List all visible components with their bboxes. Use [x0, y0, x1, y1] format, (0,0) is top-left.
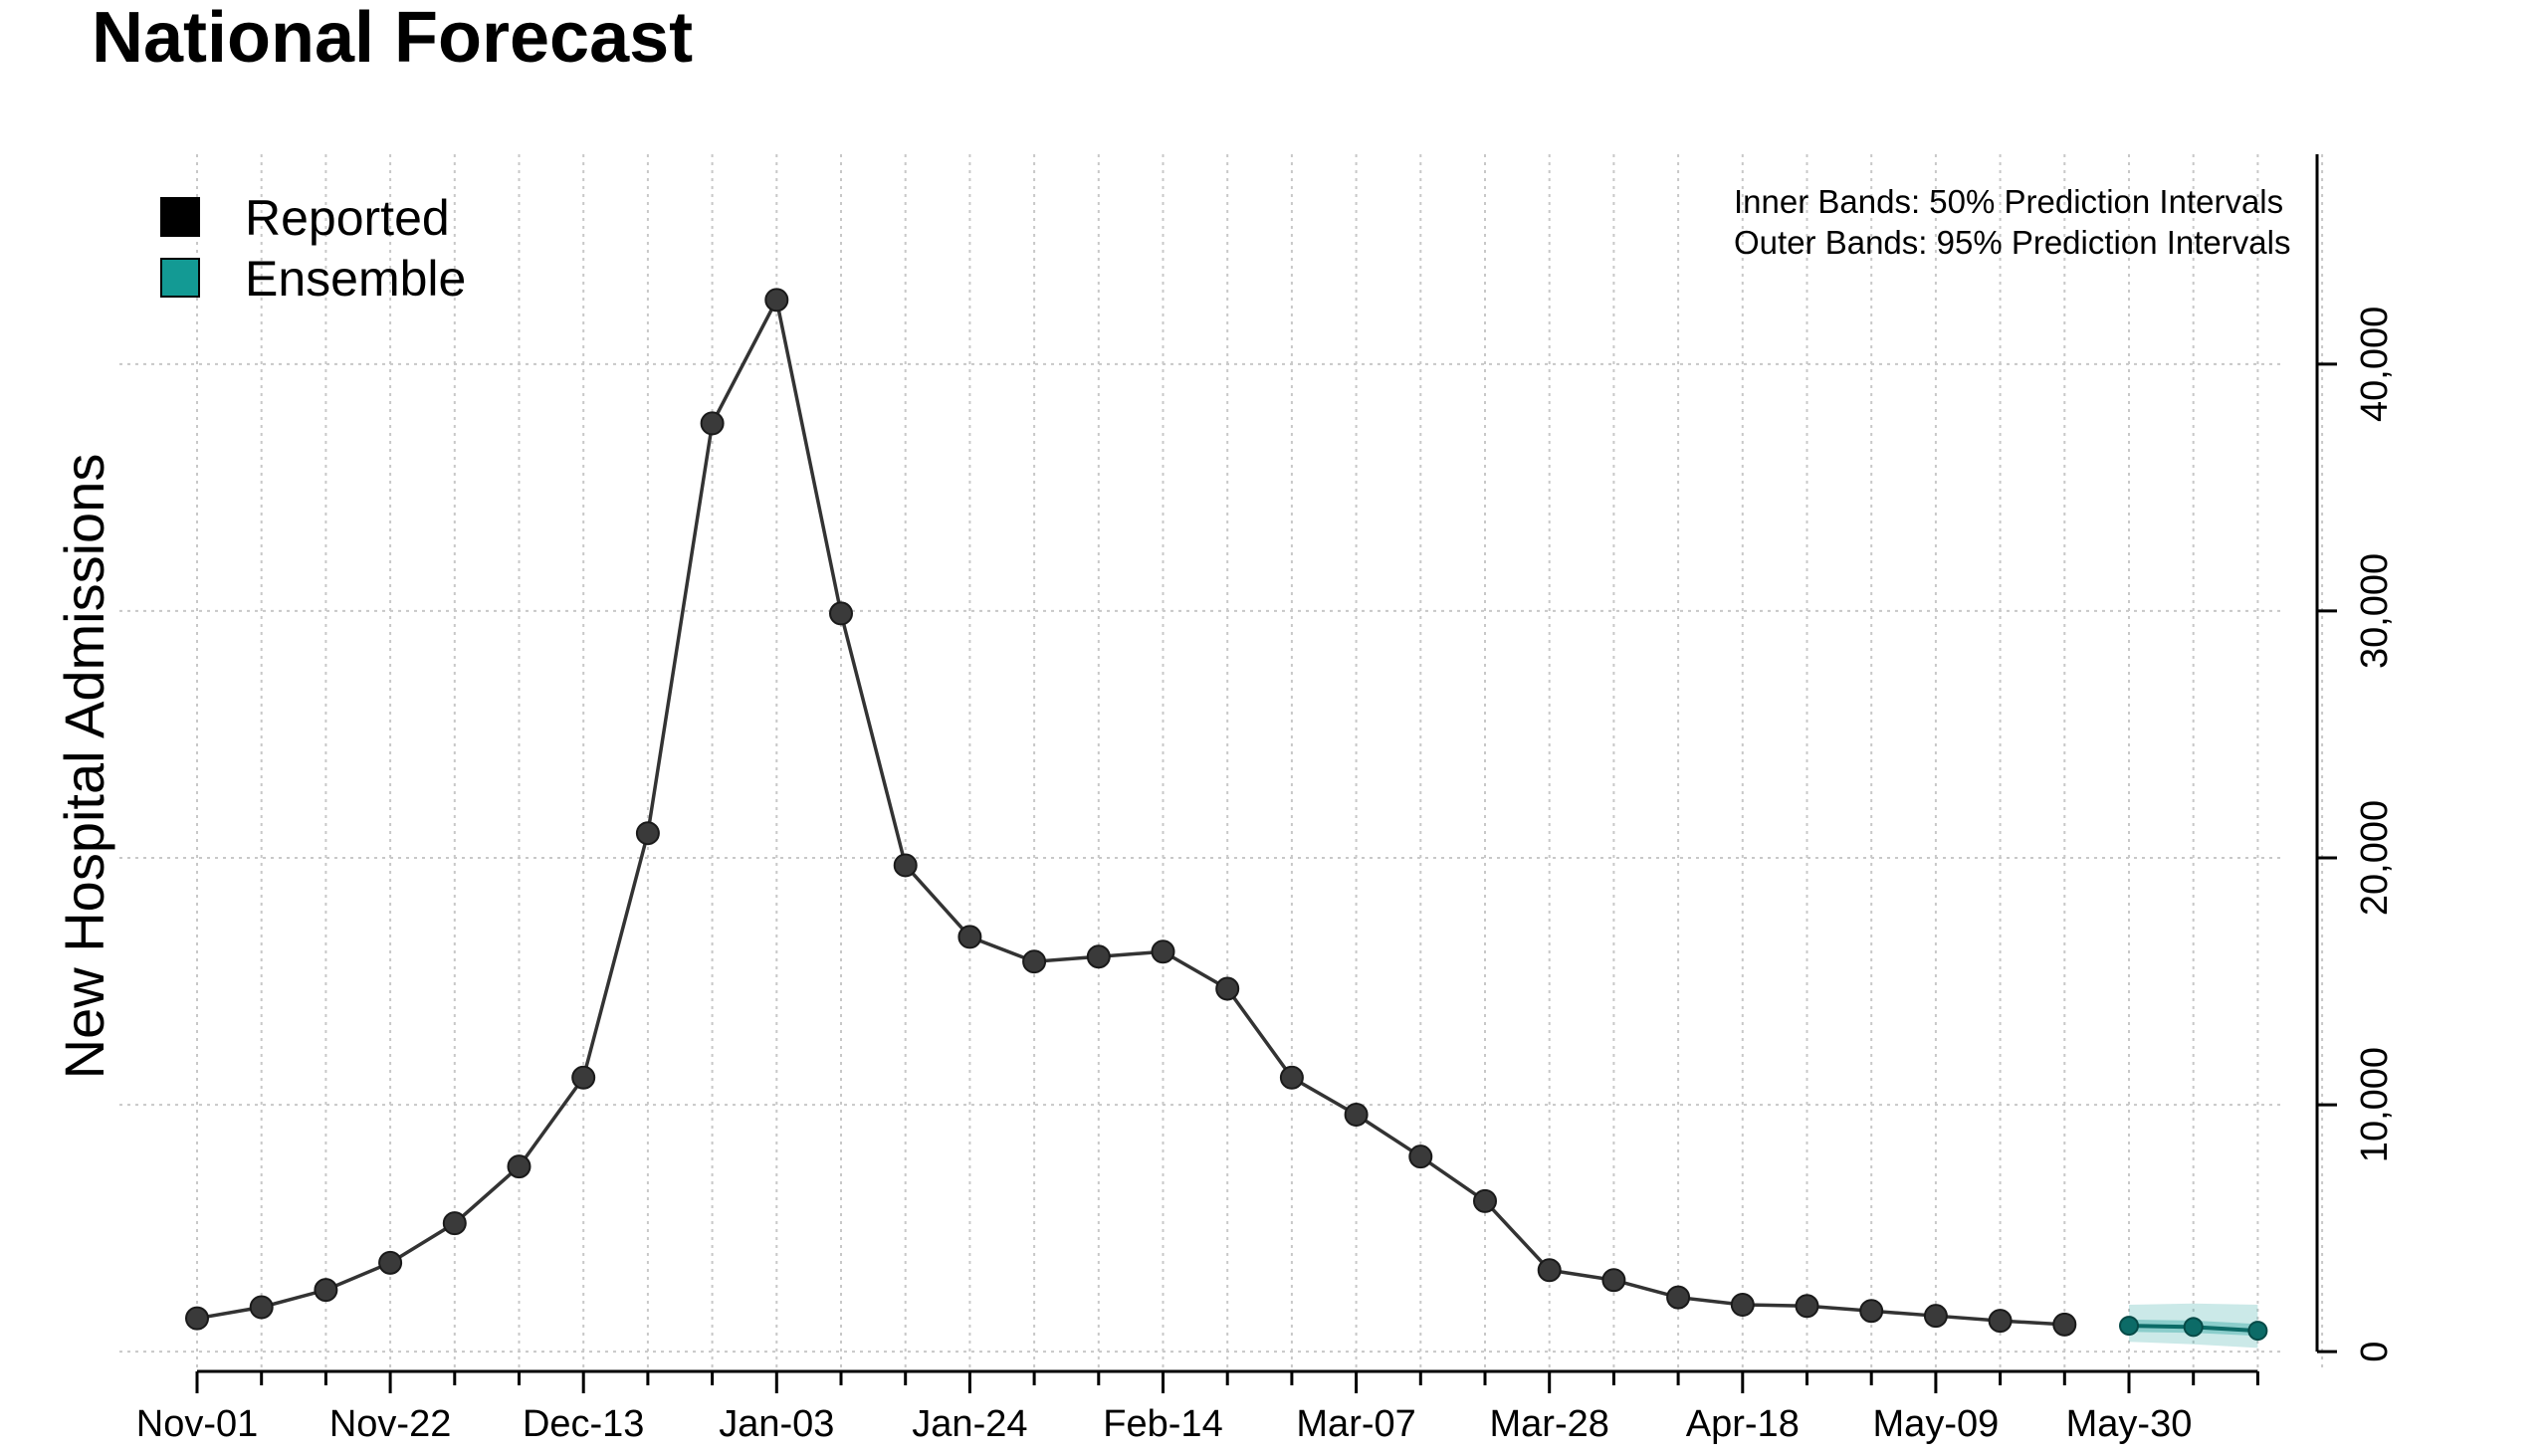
reported-point	[1151, 939, 1175, 964]
reported-point	[507, 1154, 531, 1179]
x-tick-label: Nov-22	[329, 1403, 452, 1445]
legend-swatch-reported	[160, 197, 200, 237]
reported-point	[249, 1295, 274, 1320]
reported-point	[1344, 1103, 1369, 1128]
reported-point	[1795, 1294, 1819, 1319]
reported-point	[1022, 949, 1047, 974]
x-tick-label: Feb-14	[1103, 1403, 1222, 1445]
reported-point	[1473, 1188, 1497, 1213]
reported-point	[1988, 1309, 2013, 1334]
y-axis-ticks: 0 10,000 20,000 30,000 40,000	[2317, 307, 2396, 1362]
x-tick-label: Jan-24	[912, 1403, 1027, 1445]
outer-bands-note: Outer Bands: 95% Prediction Intervals	[1734, 224, 2290, 261]
reported-point	[1923, 1304, 1948, 1329]
reported-point	[185, 1306, 209, 1331]
reported-point	[635, 821, 660, 846]
prediction-interval-note: Inner Bands: 50% Prediction Intervals Ou…	[1734, 183, 2290, 261]
reported-point	[2052, 1312, 2077, 1337]
x-tick-label: Dec-13	[523, 1403, 645, 1445]
reported-point	[957, 925, 982, 949]
reported-point	[1086, 944, 1111, 969]
y-axis-label: New Hospital Admissions	[53, 454, 115, 1080]
reported-line	[196, 295, 2065, 1327]
grid	[119, 154, 2324, 1371]
y-tick-label: 40,000	[2354, 307, 2396, 422]
ensemble-point	[2183, 1317, 2204, 1338]
y-tick-label: 30,000	[2354, 553, 2396, 669]
reported-point	[1408, 1144, 1433, 1169]
reported-point	[1215, 976, 1240, 1001]
x-tick-label: Mar-28	[1490, 1403, 1609, 1445]
reported-point	[1730, 1293, 1755, 1318]
legend-label-ensemble: Ensemble	[245, 251, 466, 307]
reported-point	[829, 601, 853, 626]
x-tick-label: Nov-01	[136, 1403, 259, 1445]
reported-point	[1601, 1268, 1626, 1293]
legend-label-reported: Reported	[245, 190, 450, 246]
y-tick-label: 20,000	[2354, 800, 2396, 916]
x-tick-label: Jan-03	[719, 1403, 834, 1445]
ensemble-point	[2119, 1316, 2139, 1337]
reported-point	[1279, 1065, 1304, 1090]
reported-point	[1859, 1299, 1884, 1324]
reported-point	[1537, 1258, 1562, 1283]
x-tick-label: May-30	[2066, 1403, 2193, 1445]
reported-point	[764, 288, 789, 312]
reported-point	[1666, 1285, 1691, 1310]
x-axis-ticks: Nov-01 Nov-22 Dec-13 Jan-03 Jan-24 Feb-14 Mar-…	[136, 1371, 2259, 1445]
series-points	[185, 288, 2268, 1342]
x-tick-label: Mar-07	[1296, 1403, 1415, 1445]
x-tick-label: Apr-18	[1686, 1403, 1800, 1445]
reported-point	[700, 411, 725, 436]
inner-bands-note: Inner Bands: 50% Prediction Intervals	[1734, 183, 2283, 220]
ensemble-point	[2247, 1321, 2268, 1342]
x-tick-label: May-09	[1873, 1403, 2000, 1445]
reported-point	[378, 1250, 403, 1275]
reported-point	[314, 1278, 338, 1303]
y-tick-label: 0	[2354, 1342, 2396, 1362]
chart-title: National Forecast	[92, 0, 693, 78]
reported-point	[442, 1211, 467, 1236]
legend-swatch-ensemble	[160, 258, 200, 298]
reported-point	[893, 853, 918, 878]
legend: Reported Ensemble	[160, 190, 466, 307]
reported-point	[571, 1065, 596, 1090]
y-tick-label: 10,000	[2354, 1047, 2396, 1162]
axes	[197, 154, 2319, 1373]
